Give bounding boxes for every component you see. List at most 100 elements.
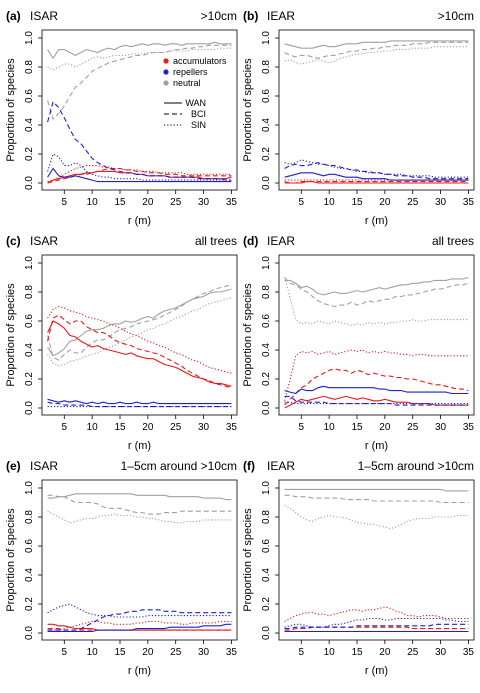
y-tick-label: 0.8 bbox=[261, 285, 272, 299]
panel-subset: 1–5cm around >10cm bbox=[358, 459, 474, 473]
series-line-accumulators-wan bbox=[47, 320, 232, 387]
legend-label: SIN bbox=[191, 120, 206, 130]
y-tick-label: 0.2 bbox=[261, 372, 272, 386]
y-tick-label: 0.8 bbox=[24, 60, 35, 74]
legend-label: WAN bbox=[185, 98, 206, 108]
legend-marker-neutral bbox=[163, 80, 169, 86]
y-tick-label: 0.6 bbox=[24, 89, 35, 103]
y-tick-label: 0.0 bbox=[24, 626, 35, 640]
x-tick-label: 35 bbox=[226, 197, 238, 208]
series-line-neutral-bci bbox=[284, 277, 469, 308]
y-tick-label: 0.2 bbox=[261, 147, 272, 161]
panel-letter: (a) bbox=[6, 9, 21, 23]
y-tick-label: 0.4 bbox=[261, 118, 272, 132]
series-line-accumulators-sin bbox=[47, 620, 232, 631]
series-line-neutral-wan bbox=[47, 493, 232, 501]
x-tick-label: 5 bbox=[299, 422, 305, 433]
series-line-repellers-wan bbox=[47, 398, 232, 405]
y-tick-label: 0.2 bbox=[261, 597, 272, 611]
panel-method: IEAR bbox=[267, 234, 295, 248]
series-line-accumulators-sin bbox=[47, 305, 232, 374]
y-tick-label: 0.4 bbox=[24, 343, 35, 357]
panel-letter: (f) bbox=[243, 459, 255, 473]
x-axis-label: r (m) bbox=[365, 440, 388, 452]
series-line-neutral-wan bbox=[284, 40, 469, 49]
panel-method: IEAR bbox=[267, 459, 295, 473]
y-tick-label: 1.0 bbox=[24, 481, 35, 495]
panel-method: ISAR bbox=[30, 459, 58, 473]
x-tick-label: 10 bbox=[87, 647, 99, 658]
y-axis-label: Proportion of species bbox=[5, 283, 17, 387]
x-tick-label: 30 bbox=[435, 647, 447, 658]
x-tick-label: 30 bbox=[198, 647, 210, 658]
x-axis-label: r (m) bbox=[128, 215, 151, 227]
series-line-repellers-wan bbox=[284, 385, 469, 395]
x-tick-label: 20 bbox=[142, 647, 154, 658]
panel-a: (a) ISAR >10cm 0.0 0.2 0.4 0.6 0.8 1.0 5 10 15 20 25 3… bbox=[5, 9, 237, 227]
plot-frame bbox=[278, 479, 475, 641]
x-tick-label: 25 bbox=[407, 422, 419, 433]
series-line-neutral-sin bbox=[284, 277, 469, 326]
panel-b: (b) IEAR >10cm 0.0 0.2 0.4 0.6 0.8 1.0 5 10 15 20 25 3… bbox=[242, 9, 474, 227]
panel-subset: 1–5cm around >10cm bbox=[121, 459, 237, 473]
series-line-accumulators-bci bbox=[284, 368, 469, 406]
x-axis-label: r (m) bbox=[365, 215, 388, 227]
series-line-repellers-sin bbox=[284, 401, 469, 405]
panel-subset: all trees bbox=[432, 234, 474, 248]
x-tick-label: 30 bbox=[435, 422, 447, 433]
x-tick-label: 30 bbox=[198, 197, 210, 208]
series-line-accumulators-bci bbox=[47, 167, 232, 184]
y-tick-label: 0.8 bbox=[24, 285, 35, 299]
series-line-accumulators-wan bbox=[284, 395, 469, 409]
x-tick-label: 35 bbox=[463, 647, 475, 658]
y-tick-label: 0.0 bbox=[261, 626, 272, 640]
panel-d: (d) IEAR all trees 0.0 0.2 0.4 0.6 0.8 1.0 5 10 15 2… bbox=[242, 234, 474, 452]
x-tick-label: 20 bbox=[379, 647, 391, 658]
panel-method: ISAR bbox=[30, 9, 58, 23]
series-line-accumulators-wan bbox=[47, 170, 232, 184]
series-line-repellers-sin bbox=[284, 617, 469, 628]
y-tick-label: 1.0 bbox=[24, 256, 35, 270]
x-tick-label: 5 bbox=[62, 422, 68, 433]
legend-marker-repellers bbox=[163, 69, 169, 75]
series-line-repellers-sin bbox=[284, 159, 469, 178]
y-tick-label: 1.0 bbox=[24, 31, 35, 45]
panel-letter: (c) bbox=[6, 234, 21, 248]
panel-e: (e) ISAR 1–5cm around >10cm 0.0 0.2 0.4 0.6 0.8… bbox=[5, 459, 237, 677]
panel-subset: >10cm bbox=[201, 9, 237, 23]
series-line-repellers-sin bbox=[47, 153, 232, 181]
series-line-neutral-sin bbox=[47, 510, 232, 524]
series-line-accumulators-sin bbox=[47, 165, 232, 183]
series-line-accumulators-bci bbox=[47, 314, 232, 389]
x-tick-label: 10 bbox=[324, 197, 336, 208]
series-line-neutral-sin bbox=[284, 46, 469, 65]
x-tick-label: 10 bbox=[324, 647, 336, 658]
series-line-repellers-sin bbox=[47, 603, 232, 618]
series-line-repellers-bci bbox=[284, 395, 469, 406]
y-tick-label: 0.6 bbox=[24, 539, 35, 553]
series-line-accumulators-sin bbox=[284, 606, 469, 622]
series-line-accumulators-bci bbox=[284, 181, 469, 184]
y-tick-label: 0.6 bbox=[261, 314, 272, 328]
x-tick-label: 35 bbox=[463, 197, 475, 208]
x-axis-label: r (m) bbox=[365, 665, 388, 677]
legend-label: neutral bbox=[173, 78, 201, 88]
legend-marker-accumulators bbox=[163, 58, 169, 64]
panel-c: (c) ISAR all trees 0.0 0.2 0.4 0.6 0.8 1.0 5 10 15 2… bbox=[5, 234, 237, 452]
y-tick-label: 0.2 bbox=[24, 147, 35, 161]
panel-subset: >10cm bbox=[438, 9, 474, 23]
panel-subset: all trees bbox=[195, 234, 237, 248]
y-axis-label: Proportion of species bbox=[242, 283, 254, 387]
series-line-repellers-wan bbox=[47, 167, 232, 183]
series-line-neutral-wan bbox=[47, 41, 232, 59]
series-line-repellers-bci bbox=[284, 162, 469, 180]
plot-frame bbox=[41, 29, 238, 191]
y-tick-label: 0.6 bbox=[24, 314, 35, 328]
series-line-repellers-bci bbox=[47, 101, 232, 181]
y-tick-label: 0.0 bbox=[261, 176, 272, 190]
series-line-neutral-wan bbox=[47, 288, 232, 357]
series-line-neutral-sin bbox=[284, 504, 469, 530]
y-tick-label: 0.4 bbox=[24, 568, 35, 582]
series-line-neutral-bci bbox=[47, 284, 232, 361]
